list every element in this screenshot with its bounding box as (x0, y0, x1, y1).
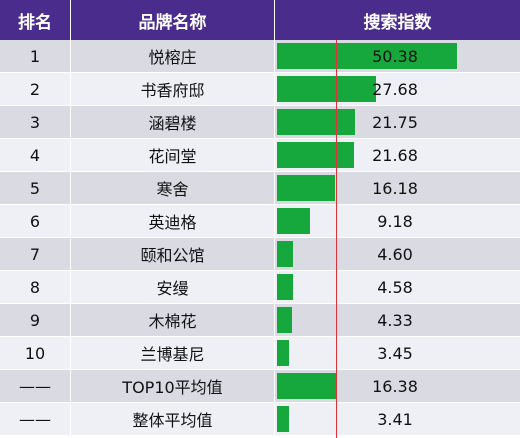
search-index-bar (277, 208, 310, 234)
search-index-bar (277, 274, 294, 300)
table-row: 10 兰博基尼 3.45 (0, 337, 520, 369)
brand-cell: 花间堂 (148, 147, 197, 166)
brand-cell: 英迪格 (148, 213, 197, 232)
search-index-bar (277, 43, 457, 69)
table-row: 2 书香府邸 27.68 (0, 73, 520, 105)
table-row: 1 悦榕庄 50.38 (0, 40, 520, 72)
brand-cell: 悦榕庄 (148, 48, 197, 67)
rank-cell: —— (19, 409, 51, 429)
search-index-bar (277, 340, 290, 366)
column-separator (274, 40, 275, 438)
search-index-value: 3.45 (377, 343, 413, 363)
search-index-bar (277, 307, 293, 333)
table-row: 9 木棉花 4.33 (0, 304, 520, 336)
search-index-value: 9.18 (377, 211, 413, 231)
table-row: 6 英迪格 9.18 (0, 205, 520, 237)
table-row: 8 安缦 4.58 (0, 271, 520, 303)
search-index-bar (277, 406, 290, 432)
brand-cell: TOP10平均值 (122, 378, 223, 397)
search-index-value: 4.58 (377, 277, 413, 297)
search-index-value: 3.41 (377, 409, 413, 429)
rank-cell: 5 (29, 178, 41, 198)
brand-cell: 书香府邸 (140, 81, 205, 100)
rank-cell: 4 (29, 145, 41, 165)
table-row: —— 整体平均值 3.41 (0, 403, 520, 435)
table-row: 5 寒舍 16.18 (0, 172, 520, 204)
search-index-value: 4.33 (377, 310, 413, 330)
search-index-value: 21.75 (372, 112, 418, 132)
rank-cell: 2 (29, 79, 41, 99)
column-separator (70, 40, 71, 438)
search-index-value: 4.60 (377, 244, 413, 264)
search-index-value: 16.38 (372, 376, 418, 396)
rank-cell: 8 (29, 277, 41, 297)
search-index-bar (277, 241, 294, 267)
search-index-bar (277, 109, 355, 135)
brand-cell: 颐和公馆 (140, 246, 205, 265)
rank-cell: 6 (29, 211, 41, 231)
brand-cell: 寒舍 (156, 180, 189, 199)
search-index-value: 27.68 (372, 79, 418, 99)
search-index-bar (277, 373, 336, 399)
rank-cell: 1 (29, 46, 41, 66)
search-index-bar (277, 76, 376, 102)
brand-cell: 涵碧楼 (148, 114, 197, 133)
rank-cell: 9 (29, 310, 41, 330)
rank-cell: —— (19, 376, 51, 396)
header-brand: 品牌名称 (71, 0, 274, 40)
table-row: 7 颐和公馆 4.60 (0, 238, 520, 270)
average-reference-line (335, 40, 337, 438)
brand-cell: 兰博基尼 (140, 345, 205, 364)
rank-cell: 3 (29, 112, 41, 132)
header-search-index: 搜索指数 (275, 0, 520, 40)
brand-cell: 木棉花 (148, 312, 197, 331)
header-rank: 排名 (0, 0, 70, 40)
table-row: —— TOP10平均值 16.38 (0, 370, 520, 402)
search-index-value: 16.18 (372, 178, 418, 198)
rank-cell: 10 (24, 343, 46, 363)
search-index-bar (277, 142, 355, 168)
search-index-value: 21.68 (372, 145, 418, 165)
search-index-value: 50.38 (372, 46, 418, 66)
table-row: 4 花间堂 21.68 (0, 139, 520, 171)
table-row: 3 涵碧楼 21.75 (0, 106, 520, 138)
brand-cell: 整体平均值 (132, 411, 213, 430)
rank-cell: 7 (29, 244, 41, 264)
search-index-bar (277, 175, 335, 201)
brand-cell: 安缦 (156, 279, 189, 298)
